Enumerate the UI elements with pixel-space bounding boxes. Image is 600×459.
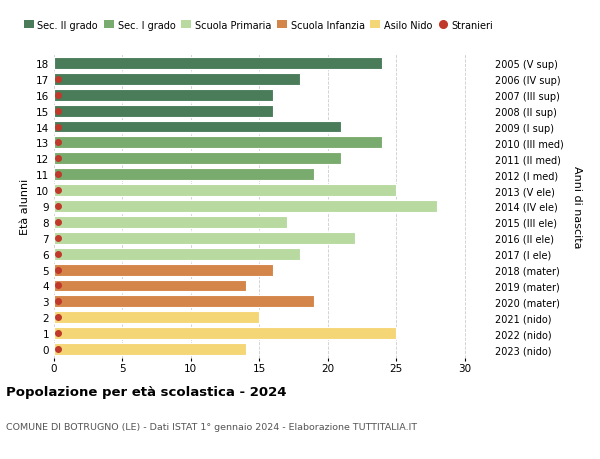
Bar: [54, 185, 396, 196]
Legend: Sec. II grado, Sec. I grado, Scuola Primaria, Scuola Infanzia, Asilo Nido, Stran: Sec. II grado, Sec. I grado, Scuola Prim…: [24, 21, 494, 31]
Bar: [54, 106, 273, 118]
Text: Popolazione per età scolastica - 2024: Popolazione per età scolastica - 2024: [6, 386, 287, 398]
Text: COMUNE DI BOTRUGNO (LE) - Dati ISTAT 1° gennaio 2024 - Elaborazione TUTTITALIA.I: COMUNE DI BOTRUGNO (LE) - Dati ISTAT 1° …: [6, 422, 417, 431]
Bar: [54, 169, 314, 181]
Bar: [54, 90, 273, 101]
Bar: [54, 280, 245, 292]
Bar: [54, 137, 383, 149]
Bar: [54, 201, 437, 213]
Bar: [54, 327, 396, 339]
Bar: [54, 58, 383, 70]
Bar: [54, 74, 301, 86]
Bar: [54, 312, 259, 324]
Bar: [54, 264, 273, 276]
Y-axis label: Età alunni: Età alunni: [20, 179, 31, 235]
Bar: [54, 153, 341, 165]
Bar: [54, 248, 301, 260]
Bar: [54, 217, 287, 229]
Bar: [54, 121, 341, 133]
Bar: [54, 232, 355, 244]
Y-axis label: Anni di nascita: Anni di nascita: [572, 165, 582, 248]
Bar: [54, 343, 245, 355]
Bar: [54, 296, 314, 308]
